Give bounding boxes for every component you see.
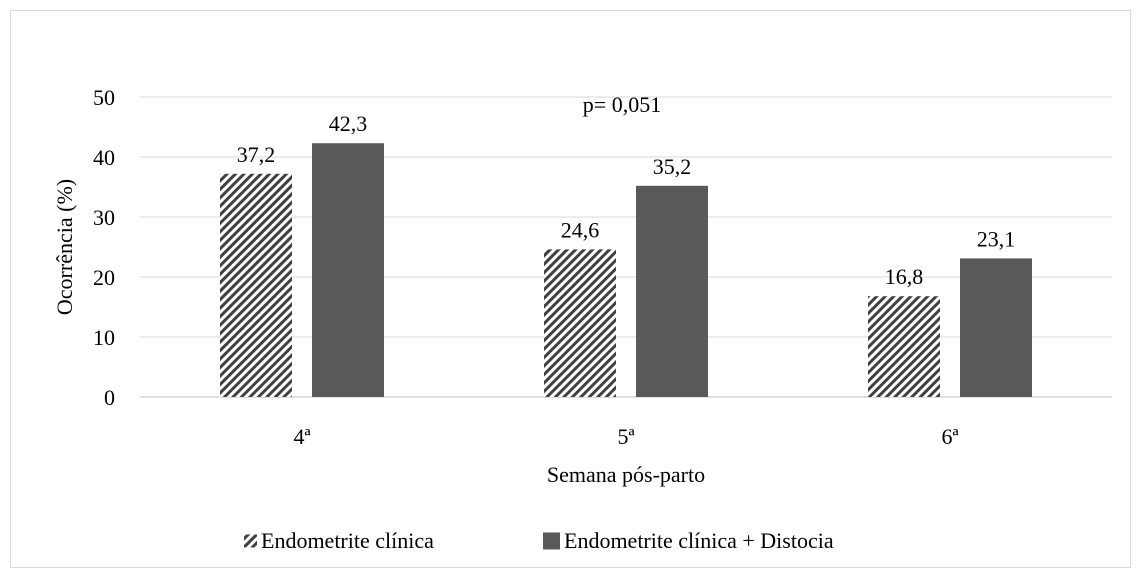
y-tick-label: 40	[93, 145, 115, 170]
legend: Endometrite clínica Endometrite clínica +…	[244, 528, 834, 553]
y-tick-label: 50	[93, 85, 115, 110]
bar-endometrite-distocia	[312, 143, 384, 397]
y-axis-label: Ocorrência (%)	[52, 179, 77, 315]
data-label: 16,8	[885, 264, 924, 289]
y-tick-label: 30	[93, 205, 115, 230]
gridlines	[140, 96, 1112, 398]
data-label: 37,2	[237, 142, 276, 167]
bars	[220, 143, 1032, 397]
bar-endometrite	[220, 173, 292, 397]
data-label: 42,3	[329, 111, 368, 136]
y-tick-label: 0	[104, 385, 115, 410]
bar-endometrite	[544, 249, 616, 397]
data-label: 35,2	[653, 154, 692, 179]
x-tick-label: 4ª	[293, 424, 311, 449]
bar-endometrite-distocia	[960, 258, 1032, 397]
y-tick-label: 20	[93, 265, 115, 290]
value-labels: 37,2 42,3 24,6 35,2 16,8 23,1	[237, 111, 1016, 289]
legend-label: Endometrite clínica	[261, 528, 434, 553]
y-tick-label: 10	[93, 325, 115, 350]
data-label: 24,6	[561, 217, 600, 242]
x-axis-label: Semana pós-parto	[547, 462, 705, 487]
p-value-annotation: p= 0,051	[583, 92, 661, 117]
x-tick-labels: 4ª 5ª 6ª	[293, 424, 959, 449]
data-label: 23,1	[977, 226, 1016, 251]
y-tick-labels: 0 10 20 30 40 50	[93, 85, 115, 410]
legend-label: Endometrite clínica + Distocia	[564, 528, 834, 553]
legend-swatch	[244, 534, 257, 548]
legend-swatch	[543, 532, 560, 550]
bar-endometrite-distocia	[636, 185, 708, 397]
x-tick-label: 6ª	[941, 424, 959, 449]
x-tick-label: 5ª	[617, 424, 635, 449]
bar-endometrite	[868, 296, 940, 397]
